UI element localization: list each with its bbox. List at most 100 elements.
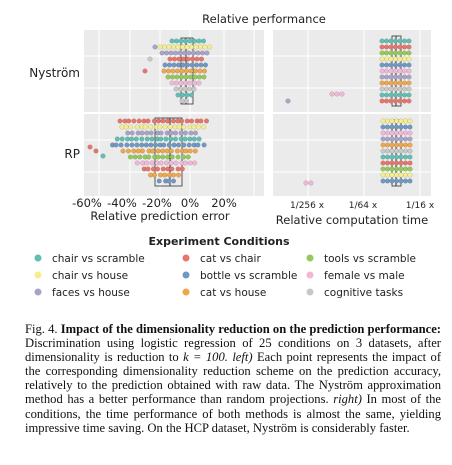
data-point — [166, 142, 172, 148]
data-point — [407, 118, 413, 124]
data-point — [162, 62, 168, 68]
data-point — [385, 154, 391, 160]
data-point — [173, 80, 179, 86]
data-point — [394, 172, 400, 178]
data-point — [174, 74, 180, 80]
data-point — [398, 124, 404, 130]
data-point — [393, 38, 399, 44]
data-point — [123, 124, 129, 130]
tick-label: -60% — [72, 196, 102, 210]
legend: chair vs scramble cat vs chair tools vs sc… — [34, 253, 416, 299]
data-point — [379, 50, 385, 56]
data-point — [192, 148, 198, 154]
data-point — [380, 142, 386, 148]
tick-label: 0% — [181, 196, 199, 210]
tick-label: 20% — [211, 196, 237, 210]
data-point — [142, 124, 148, 130]
data-point — [172, 50, 178, 56]
data-point — [167, 56, 173, 62]
data-point — [380, 154, 386, 160]
data-point — [402, 74, 408, 80]
data-point — [160, 118, 166, 124]
data-point — [150, 148, 156, 154]
data-point — [388, 80, 394, 86]
data-point — [384, 68, 390, 74]
data-point — [206, 44, 212, 50]
data-point — [393, 86, 399, 92]
data-point — [169, 166, 175, 172]
data-point — [384, 92, 390, 98]
data-point — [178, 80, 184, 86]
data-point — [389, 142, 395, 148]
data-point — [384, 56, 390, 62]
data-point — [402, 44, 408, 50]
data-point — [188, 44, 194, 50]
data-point — [195, 142, 201, 148]
data-point — [147, 56, 153, 62]
data-point — [198, 56, 204, 62]
data-points — [87, 35, 413, 187]
data-point — [379, 86, 385, 92]
data-point — [384, 80, 390, 86]
data-point — [165, 118, 171, 124]
data-point — [406, 68, 412, 74]
data-point — [158, 160, 164, 166]
data-point — [192, 68, 198, 74]
data-point — [379, 98, 385, 104]
data-point — [398, 148, 404, 154]
legend-label: cat vs chair — [200, 253, 261, 265]
data-point — [159, 50, 165, 56]
data-point — [113, 142, 119, 148]
data-point — [389, 124, 395, 130]
data-point — [157, 172, 163, 178]
data-point — [172, 130, 178, 136]
data-point — [379, 62, 385, 68]
data-point — [398, 118, 404, 124]
data-point — [407, 142, 413, 148]
data-point — [406, 98, 412, 104]
data-point — [203, 118, 209, 124]
data-point — [163, 136, 169, 142]
data-point — [398, 160, 404, 166]
data-point — [385, 160, 391, 166]
data-point — [155, 154, 161, 160]
data-point — [191, 38, 197, 44]
data-point — [179, 98, 185, 104]
data-point — [185, 154, 191, 160]
data-point — [100, 153, 106, 159]
data-point — [379, 74, 385, 80]
data-point — [187, 136, 193, 142]
data-point — [161, 44, 167, 50]
data-point — [394, 154, 400, 160]
data-point — [132, 154, 138, 160]
data-point — [388, 56, 394, 62]
data-point — [191, 80, 197, 86]
legend-swatch — [306, 254, 314, 262]
data-point — [380, 148, 386, 154]
data-point — [188, 130, 194, 136]
data-point — [187, 38, 193, 44]
data-point — [398, 136, 404, 142]
legend-swatch — [182, 254, 190, 262]
data-point — [398, 154, 404, 160]
data-point — [389, 154, 395, 160]
data-point — [196, 80, 202, 86]
data-point — [169, 80, 175, 86]
data-point — [196, 38, 202, 44]
data-point — [163, 50, 169, 56]
data-point — [189, 62, 195, 68]
data-point — [385, 178, 391, 184]
data-point — [389, 118, 395, 124]
data-point — [155, 166, 161, 172]
data-point — [150, 166, 156, 172]
left-x-ticks: -60% -40% -20% 0% 20% — [72, 196, 237, 210]
data-point — [380, 124, 386, 130]
row-label-nystrom: Nyström — [29, 66, 80, 80]
data-point — [187, 80, 193, 86]
data-point — [196, 74, 202, 80]
data-point — [139, 130, 145, 136]
data-point — [407, 160, 413, 166]
legend-label: female vs male — [324, 270, 405, 282]
data-point — [388, 68, 394, 74]
data-point — [389, 130, 395, 136]
